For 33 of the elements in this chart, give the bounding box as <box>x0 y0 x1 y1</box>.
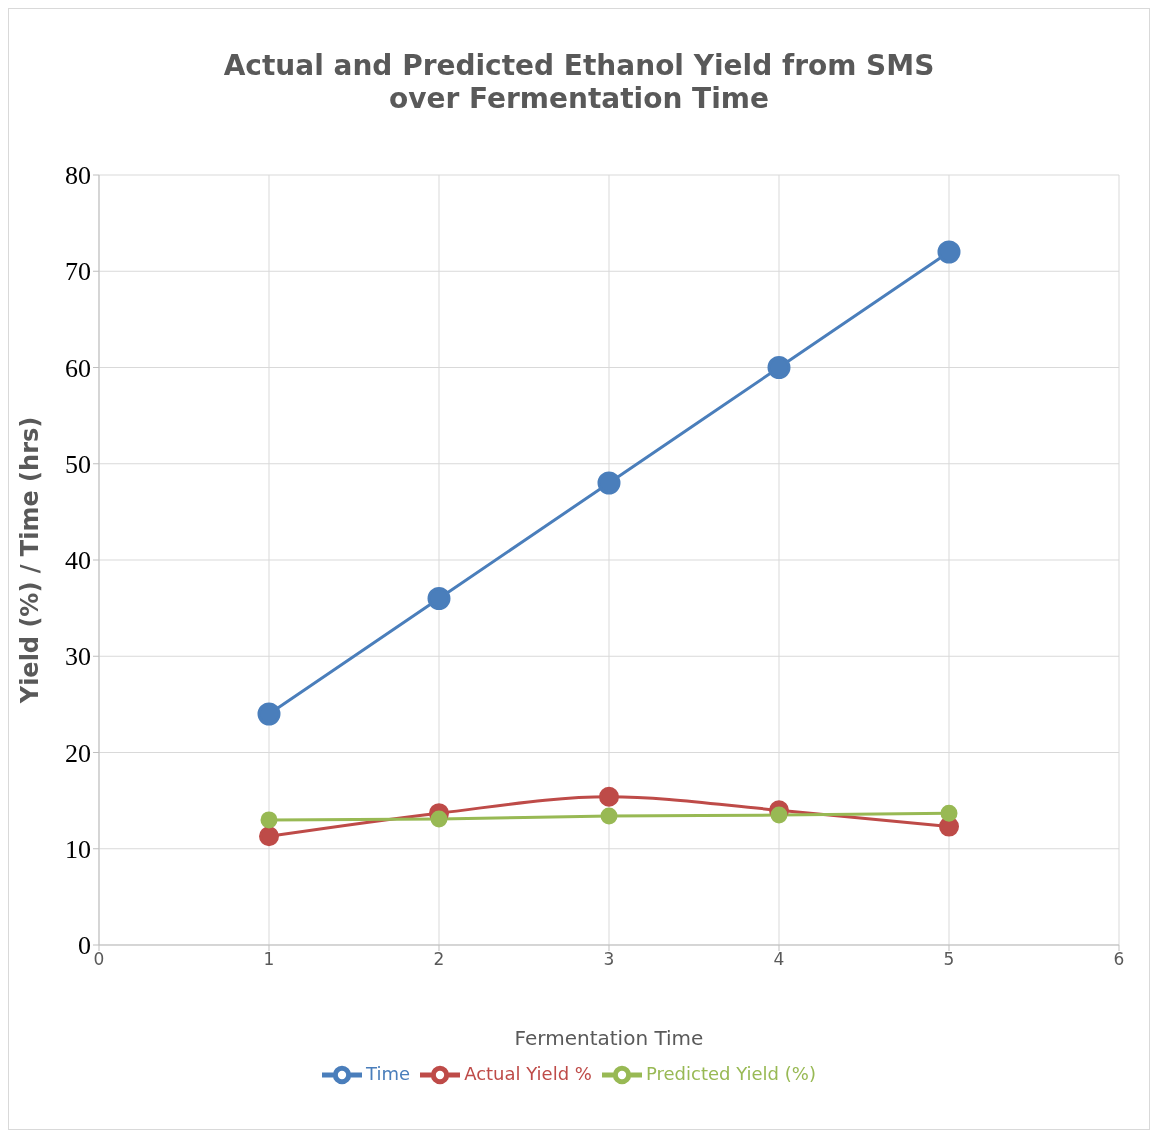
x-tick-label: 4 <box>773 949 785 970</box>
point <box>260 811 278 829</box>
point <box>597 471 621 495</box>
x-tick-label: 5 <box>943 949 955 970</box>
x-tick-label: 3 <box>603 949 615 970</box>
y-tick-label: 70 <box>65 257 91 287</box>
point <box>427 587 451 610</box>
point <box>940 804 958 822</box>
x-tick-label: 2 <box>433 949 445 970</box>
legend-label: Actual Yield % <box>464 1063 592 1084</box>
point <box>770 806 788 824</box>
point <box>599 786 619 807</box>
point <box>430 810 448 828</box>
x-tick-label: 6 <box>1113 949 1125 970</box>
point <box>767 356 791 379</box>
y-tick-label: 10 <box>65 834 91 864</box>
point <box>257 702 281 726</box>
point <box>937 240 961 264</box>
y-tick-label: 50 <box>65 449 91 479</box>
legend-label: Predicted Yield (%) <box>645 1063 816 1084</box>
x-tick-label: 1 <box>263 949 275 970</box>
y-tick-label: 80 <box>65 161 91 191</box>
y-tick-label: 40 <box>65 546 91 576</box>
y-tick-label: 60 <box>65 353 91 383</box>
chart-title: Actual and Predicted Ethanol Yield from SMS over Fermentation Time <box>222 48 936 115</box>
legend-label: Time <box>366 1063 411 1084</box>
point <box>600 807 618 825</box>
x-axis-title: Fermentation Time <box>514 1026 704 1050</box>
y-tick-label: 30 <box>65 642 91 672</box>
y-axis-title: Yield (%) / Time (hrs) <box>15 416 44 705</box>
y-tick-label: 20 <box>65 738 91 768</box>
x-tick-label: 0 <box>93 949 105 970</box>
point <box>259 826 279 847</box>
